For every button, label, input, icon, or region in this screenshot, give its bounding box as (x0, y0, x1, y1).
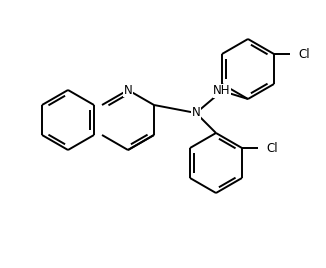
Text: Cl: Cl (298, 47, 310, 61)
Text: NH: NH (213, 84, 231, 98)
Text: N: N (124, 84, 132, 96)
Text: Cl: Cl (266, 142, 277, 154)
Text: N: N (192, 106, 200, 120)
